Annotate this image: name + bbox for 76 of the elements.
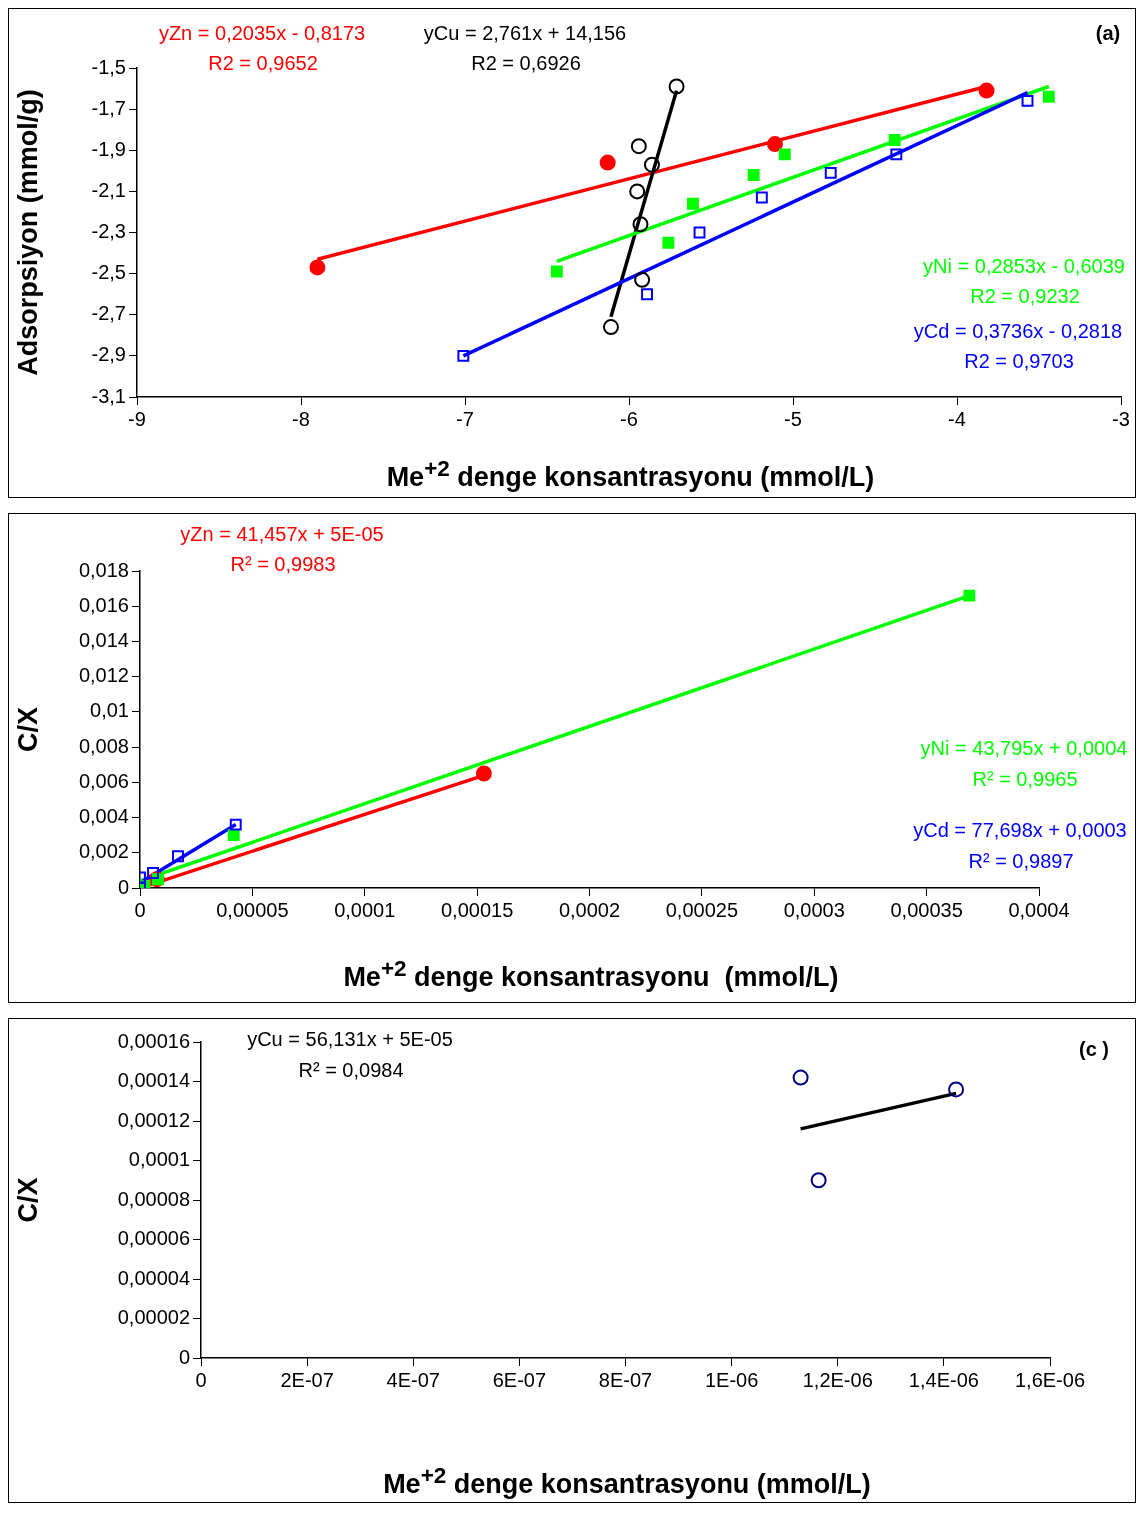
x-tick-label: -8	[292, 407, 310, 430]
y-tick-label: -2,7	[91, 302, 126, 325]
x-tick-label: -5	[784, 407, 802, 430]
y-tick-label: 0,016	[78, 593, 129, 616]
x-tick-label: 6E-07	[492, 1368, 547, 1391]
x-tick-label: 4E-07	[386, 1368, 440, 1391]
annotation: R2 = 0,9703	[964, 349, 1074, 372]
y-tick-label: 0	[178, 1345, 190, 1368]
y-tick-label: 0,00012	[117, 1108, 190, 1131]
x-axis-title: Me$^{+2}$ denge konsantrasyonu (mmol/L)	[382, 1463, 872, 1500]
x-tick-label: -4	[948, 407, 966, 430]
text: yZn = 41,457x + 5E-05	[180, 522, 384, 545]
annotation: R² = 0,9897	[968, 849, 1074, 872]
x-tick-label: 0,00035	[890, 898, 963, 921]
annotation: R² = 0,9983	[230, 552, 336, 575]
y-tick-label: 0,002	[78, 840, 129, 863]
y-tick-label: -2,5	[91, 261, 126, 284]
y-tick-label: 0,00006	[117, 1227, 190, 1250]
y-tick-label: -3,1	[91, 384, 126, 407]
y-tick-label: 0,004	[78, 805, 129, 828]
y-tick-label: 0,008	[78, 734, 129, 757]
annotation: yNi = 43,795x + 0,0004	[920, 736, 1128, 759]
x-axis-title: Me$^{+2}$ denge konsantrasyonu (mmol/L)	[385, 456, 876, 493]
x-tick-label: 0,0001	[334, 898, 396, 921]
y-tick-label: -1,5	[91, 55, 126, 78]
y-tick-label: 0,018	[78, 558, 129, 581]
y-tick-label: -1,7	[91, 96, 126, 119]
annotation: R2 = 0,9652	[208, 51, 318, 74]
x-axis-title: Me$^{+2}$ denge konsantrasyonu (mmol/L)	[342, 956, 840, 993]
x-tick-label: 1,4E-06	[908, 1368, 979, 1391]
x-tick-label: 1E-06	[704, 1368, 759, 1391]
x-tick-label: -6	[620, 407, 638, 430]
x-tick-label: 0,0004	[1008, 898, 1070, 921]
text: yCu = 2,761x + 14,156	[423, 21, 627, 44]
annotation: R2 = 0,6926	[471, 51, 581, 74]
annotation: yCd = 0,3736x - 0,2818	[913, 319, 1123, 342]
y-tick-label: 0,00016	[117, 1029, 190, 1052]
text: (c )	[1079, 1037, 1109, 1060]
x-tick-label: 0,00015	[440, 898, 514, 921]
y-tick-label: 0,0001	[128, 1148, 190, 1171]
annotation: yCd = 77,698x + 0,0003	[913, 818, 1127, 841]
x-tick-label: 0	[195, 1368, 207, 1391]
x-tick-label: 0,00025	[665, 898, 739, 921]
text: (a)	[1095, 21, 1121, 44]
y-tick-label: 0,012	[78, 664, 129, 687]
y-tick-label: -1,9	[91, 137, 126, 160]
y-tick-label: 0,00014	[117, 1069, 190, 1092]
y-tick-label: 0,014	[78, 628, 129, 651]
y-tick-label: 0,00004	[117, 1266, 190, 1289]
x-tick-label: 0,0003	[783, 898, 845, 921]
y-tick-label: -2,3	[91, 220, 126, 243]
y-axis-title: C/X	[12, 1177, 43, 1223]
y-tick-label: 0,006	[78, 769, 129, 792]
annotation: yNi = 0,2853x - 0,6039	[923, 254, 1125, 277]
y-tick-label: -2,9	[91, 343, 126, 366]
annotation: R² = 0,9965	[972, 767, 1078, 790]
x-tick-label: -9	[128, 407, 146, 430]
y-tick-label: 0,00008	[117, 1187, 190, 1210]
x-tick-label: 1,2E-06	[802, 1368, 873, 1391]
annotation: R² = 0,0984	[298, 1058, 404, 1081]
y-tick-label: 0	[117, 875, 129, 898]
y-axis-title: Adsorpsiyon (mmol/g)	[12, 89, 43, 376]
x-tick-label: 1,6E-06	[1014, 1368, 1086, 1391]
annotation: yCu = 56,131x + 5E-05	[247, 1027, 453, 1050]
x-tick-label: 2E-07	[280, 1368, 334, 1391]
text: yZn = 0,2035x - 0,8173	[158, 21, 366, 44]
x-tick-label: -7	[456, 407, 474, 430]
annotation: R2 = 0,9232	[970, 284, 1080, 307]
x-tick-label: 8E-07	[598, 1368, 653, 1391]
x-tick-label: 0,0002	[558, 898, 621, 921]
y-axis-title: C/X	[12, 706, 43, 753]
y-tick-label: -2,1	[91, 178, 126, 201]
y-tick-label: 0,00002	[117, 1306, 190, 1329]
x-tick-label: -3	[1112, 407, 1130, 430]
x-tick-label: 0,00005	[216, 898, 289, 921]
y-tick-label: 0,01	[90, 699, 129, 722]
